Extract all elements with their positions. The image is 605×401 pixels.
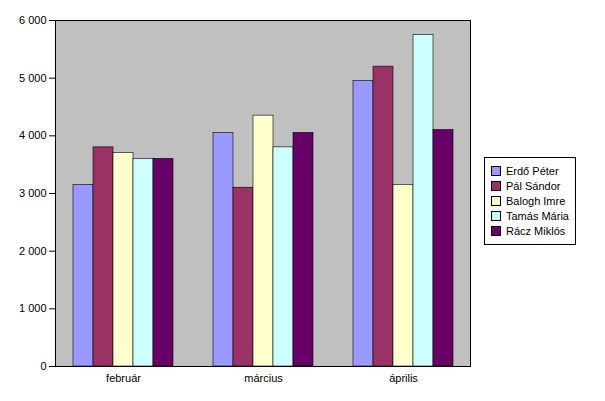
html-text:Tamás Mária: Tamás Mária	[506, 209, 569, 222]
svg-text:0: 0	[40, 360, 46, 372]
svg-text:6 000: 6 000	[19, 14, 47, 26]
svg-text:4 000: 4 000	[19, 129, 47, 141]
svg-text:2 000: 2 000	[19, 245, 47, 257]
html-text:Pál Sándor: Pál Sándor	[506, 179, 561, 192]
html-text:Erdő Péter: Erdő Péter	[506, 164, 559, 177]
html-text:Balogh Imre: Balogh Imre	[506, 194, 566, 207]
svg-text:február: február	[106, 372, 141, 384]
svg-text:április: április	[389, 372, 418, 384]
svg-text:3 000: 3 000	[19, 187, 47, 199]
svg-text:1 000: 1 000	[19, 302, 47, 314]
html-text:Rácz Miklós: Rácz Miklós	[506, 224, 566, 237]
svg-text:5 000: 5 000	[19, 72, 47, 84]
svg-text:március: március	[244, 372, 283, 384]
